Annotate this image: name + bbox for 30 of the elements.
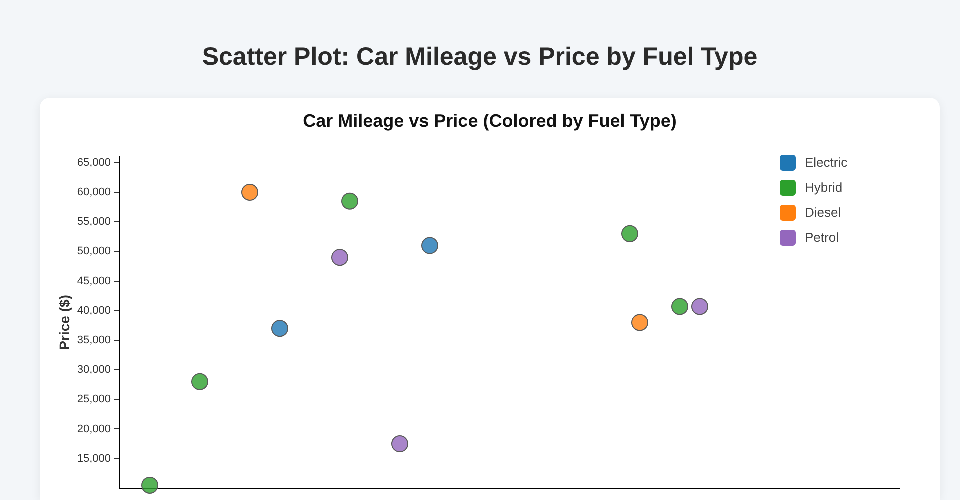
point [422, 237, 438, 254]
y-tick-label: 65,000 [77, 156, 111, 169]
point [272, 320, 288, 338]
y-tick-label: 50,000 [77, 246, 111, 258]
legend-label: Hybrid [805, 180, 843, 195]
point [242, 184, 258, 202]
y-axis-title: Price ($) [56, 295, 72, 350]
point [622, 225, 638, 242]
y-tick-label: 15,000 [77, 452, 111, 465]
y-tick-label: 30,000 [77, 364, 111, 376]
legend-label: Petrol [805, 230, 839, 245]
y-tick-label: 60,000 [77, 186, 111, 199]
point [192, 373, 208, 390]
y-tick-label: 55,000 [77, 216, 111, 228]
y-tick-label: 40,000 [77, 304, 111, 317]
y-tick-label: 25,000 [77, 394, 111, 406]
point [632, 314, 648, 332]
chart-title: Scatter Plot: Car Mileage vs Price by Fuel Type [201, 42, 759, 72]
legend-label: Electric [805, 155, 848, 170]
point [142, 476, 158, 494]
point [342, 192, 358, 210]
chart-subtitle: Car Mileage vs Price (Colored by Fuel Type) [302, 110, 678, 132]
y-tick-label: 20,000 [77, 423, 111, 436]
legend-label: Diesel [805, 205, 842, 220]
point [692, 298, 708, 316]
point [392, 436, 408, 453]
y-tick-label: 45,000 [77, 275, 111, 288]
point [672, 298, 688, 316]
y-tick-label: 35,000 [77, 334, 111, 346]
point [332, 249, 348, 266]
